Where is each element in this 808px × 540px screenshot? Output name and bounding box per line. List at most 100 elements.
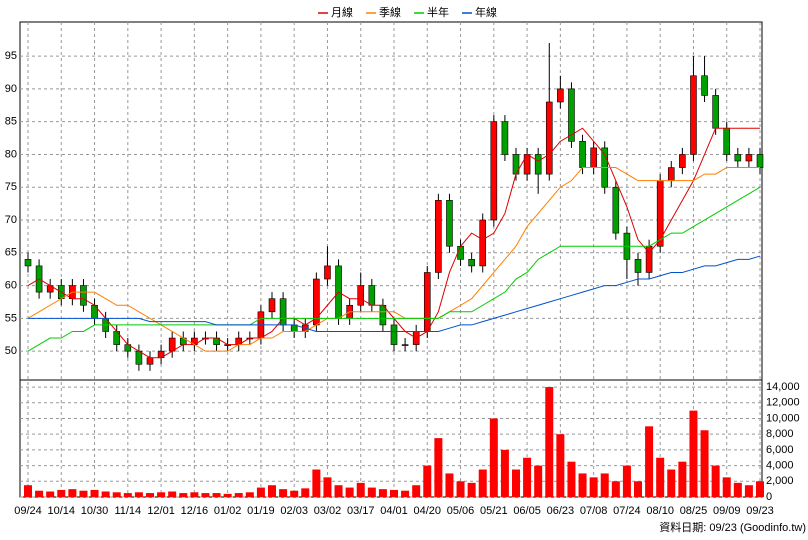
volume-bar [689,410,698,497]
legend-label: 年線 [475,5,497,19]
volume-bar [622,465,631,497]
volume-bar [489,418,498,497]
y2-tick-label: 4,000 [766,459,794,471]
volume-bar [534,465,543,497]
volume-bar [567,461,576,497]
x-tick-label: 09/23 [746,505,774,517]
ma-line [28,255,761,332]
volume-bar [390,489,398,497]
candle-body [745,154,753,162]
candle-body [534,154,542,175]
y-tick-label: 80 [5,148,17,160]
volume-bar [301,488,310,497]
candle-body [468,259,475,267]
ma-line [27,186,761,352]
volume-bar [312,469,321,497]
volume-bar [290,490,299,497]
volume-bar [212,493,221,497]
x-tick-label: 12/16 [181,505,209,517]
volume-bar [523,457,532,497]
x-tick-label: 05/06 [447,505,475,517]
volume-bar [35,490,44,497]
volume-bar [146,493,154,497]
candle-body [24,259,32,267]
candle-body [401,344,409,346]
legend-label: 季線 [379,5,401,19]
volume-bar [367,487,376,497]
y2-tick-label: 6,000 [766,444,794,456]
candle-body [590,147,597,168]
x-tick-label: 10/30 [81,505,109,517]
x-tick-label: 12/01 [147,505,175,517]
x-tick-label: 02/03 [280,505,308,517]
volume-bar [24,485,32,497]
candle-body [723,127,731,155]
candle-body [479,219,487,267]
candle-body [501,121,509,155]
legend-label: 半年 [427,5,449,19]
candle-body [423,272,431,332]
volume-bar [589,477,598,497]
volume-bar [134,492,143,497]
volume-bar [112,492,121,497]
volume-bar [190,492,199,497]
volume-bar [434,438,443,497]
volume-bar [545,387,554,497]
x-tick-label: 07/24 [613,505,641,517]
x-tick-label: 03/02 [314,505,342,517]
candle-body [545,101,553,175]
y2-tick-label: 12,000 [766,397,800,409]
volume-bar [57,489,66,497]
volume-bar [279,489,288,497]
x-tick-label: 07/08 [580,505,608,517]
x-tick-label: 06/23 [547,505,575,517]
volume-bar [268,485,276,497]
y-tick-label: 50 [5,345,17,357]
volume-bar [423,465,432,497]
volume-bar [500,449,509,497]
volume-bar [157,492,166,497]
volume-bar [600,473,609,497]
candle-body [268,298,276,313]
y2-tick-label: 2,000 [766,475,794,487]
y-tick-label: 70 [5,214,17,226]
volume-bar [445,473,454,497]
candle-body [756,154,764,168]
volume-bar [245,492,254,497]
volume-bar [201,493,210,497]
candle-body [568,88,575,142]
volume-bar [79,490,88,497]
volume-bar [634,481,642,497]
volume-bar [179,493,188,497]
x-tick-label: 01/19 [247,505,275,517]
volume-bar [512,469,520,497]
volume-bar [611,481,620,497]
y2-tick-label: 10,000 [766,412,800,424]
x-tick-label: 10/14 [48,505,76,517]
volume-bar [722,477,731,497]
candle-body [357,285,365,306]
y-tick-label: 55 [5,312,17,324]
x-tick-label: 04/20 [414,505,442,517]
candle-body [712,95,719,129]
volume-bar [733,482,742,497]
y-tick-label: 75 [5,181,17,193]
volume-bar [412,485,421,497]
candle-body [368,285,376,306]
volume-bar [123,493,132,497]
candle-body [734,154,742,162]
candle-body [701,75,708,96]
x-tick-label: 01/02 [214,505,242,517]
volume-bar [467,482,476,497]
y-tick-label: 90 [5,83,17,95]
volume-bar [578,473,587,497]
ma-line [27,167,760,352]
volume-bar [101,491,110,497]
x-tick-label: 03/17 [347,505,375,517]
x-tick-label: 09/24 [14,505,42,517]
y-tick-label: 60 [5,279,17,291]
volume-bar [656,457,665,497]
volume-bar [678,461,687,497]
volume-bar [756,481,764,497]
